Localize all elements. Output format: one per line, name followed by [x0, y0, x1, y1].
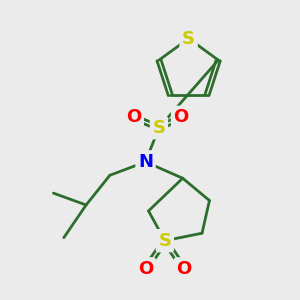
Text: O: O — [138, 260, 153, 278]
Text: O: O — [126, 108, 141, 126]
Text: N: N — [138, 153, 153, 171]
Text: S: S — [158, 232, 171, 250]
Text: S: S — [182, 29, 195, 47]
Text: O: O — [177, 260, 192, 278]
Text: S: S — [152, 119, 165, 137]
Text: O: O — [174, 108, 189, 126]
